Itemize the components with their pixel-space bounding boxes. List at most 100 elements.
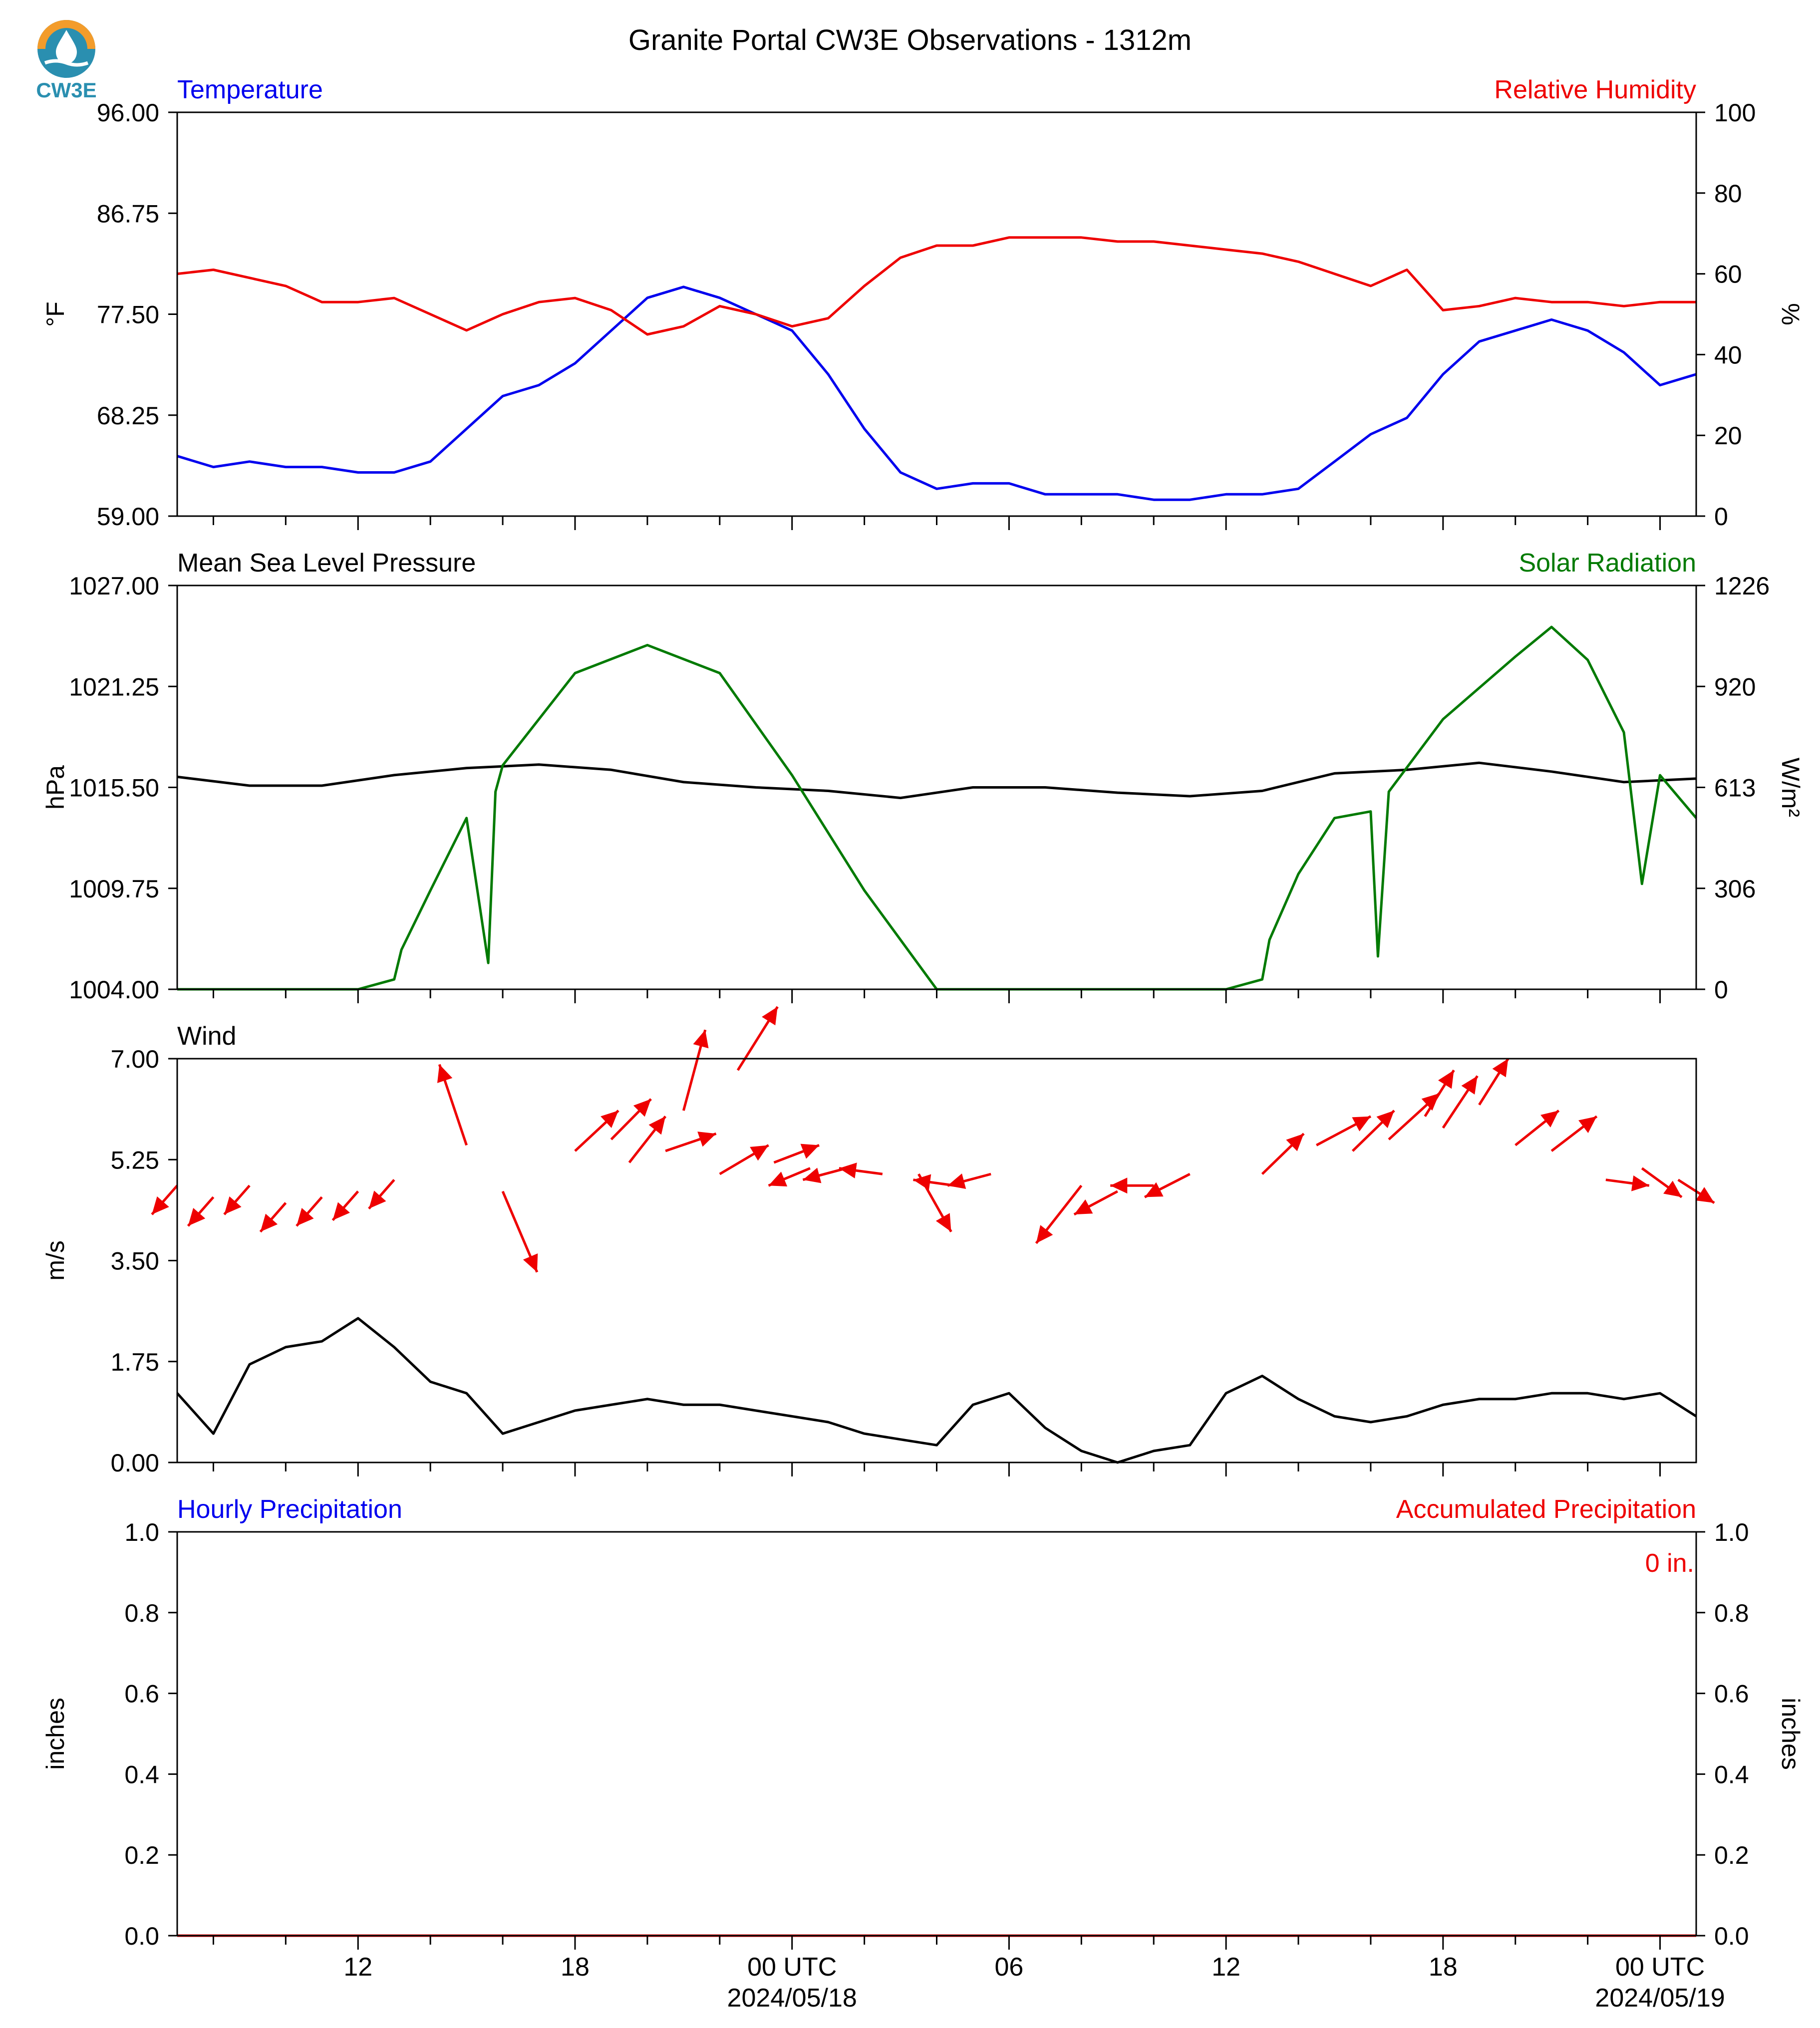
y-tick-label-right: 0.2 bbox=[1714, 1841, 1749, 1869]
wind-arrow-head bbox=[260, 1213, 278, 1232]
wind-arrow-head bbox=[803, 1167, 822, 1183]
wind-arrow-head bbox=[947, 1173, 966, 1189]
wind-arrow-head bbox=[437, 1064, 453, 1083]
wind-arrow-head bbox=[1540, 1111, 1559, 1128]
y-tick-label-right: 1226 bbox=[1714, 572, 1770, 600]
y-tick-label-left: 0.00 bbox=[111, 1449, 159, 1477]
series-temperature bbox=[177, 286, 1697, 501]
y-tick-label-right: 40 bbox=[1714, 341, 1742, 369]
y-tick-label-right: 1.0 bbox=[1714, 1518, 1749, 1546]
wind-arrow-head bbox=[297, 1208, 314, 1226]
y-tick-label-left: 0.4 bbox=[124, 1760, 159, 1788]
y-unit-left: inches bbox=[41, 1698, 69, 1770]
y-tick-label-right: 613 bbox=[1714, 774, 1756, 802]
y-tick-label-left: 0.2 bbox=[124, 1841, 159, 1869]
y-tick-label-left: 1015.50 bbox=[69, 774, 159, 802]
x-tick-label: 12 bbox=[343, 1953, 372, 1982]
panel-title-left: Wind bbox=[177, 1022, 236, 1051]
wind-arrow-head bbox=[1376, 1111, 1395, 1129]
y-tick-label-left: 1004.00 bbox=[69, 976, 159, 1004]
y-unit-right: inches bbox=[1777, 1698, 1805, 1770]
wind-arrow-head bbox=[800, 1144, 820, 1159]
wind-arrows bbox=[151, 1006, 1715, 1273]
wind-arrow-head bbox=[839, 1162, 857, 1178]
wind-arrow-head bbox=[1036, 1225, 1053, 1243]
logo-arc bbox=[37, 20, 95, 49]
y-tick-label-right: 0.4 bbox=[1714, 1760, 1749, 1788]
y-tick-label-right: 0 bbox=[1714, 503, 1728, 531]
wind-arrow-head bbox=[750, 1145, 769, 1161]
y-tick-label-left: 59.00 bbox=[97, 503, 159, 531]
wind-arrow-head bbox=[913, 1174, 931, 1190]
x-tick-label: 00 UTC bbox=[1615, 1953, 1705, 1982]
y-tick-label-left: 68.25 bbox=[97, 402, 159, 430]
y-tick-label-left: 7.00 bbox=[111, 1045, 159, 1073]
y-tick-label-left: 1.75 bbox=[111, 1348, 159, 1376]
y-tick-label-left: 1009.75 bbox=[69, 875, 159, 903]
wind-arrow-head bbox=[1578, 1116, 1597, 1133]
y-tick-label-right: 306 bbox=[1714, 875, 1756, 903]
logo-text: CW3E bbox=[36, 78, 96, 102]
panel-title-left: Mean Sea Level Pressure bbox=[177, 549, 476, 578]
panel-title-right: Solar Radiation bbox=[1518, 549, 1696, 578]
y-tick-label-right: 0.6 bbox=[1714, 1680, 1749, 1708]
y-tick-label-left: 1021.25 bbox=[69, 673, 159, 701]
y-tick-label-left: 0.0 bbox=[124, 1922, 159, 1950]
wind-arrow-head bbox=[601, 1111, 618, 1128]
wind-arrow-head bbox=[693, 1030, 709, 1049]
wind-arrow-head bbox=[697, 1132, 716, 1147]
x-date-label: 2024/05/19 bbox=[1595, 1984, 1725, 2013]
wind-arrow-head bbox=[1286, 1134, 1304, 1152]
y-tick-label-left: 96.00 bbox=[97, 99, 159, 127]
y-unit-right: W/m² bbox=[1777, 758, 1805, 817]
x-tick-label: 06 bbox=[994, 1953, 1023, 1982]
y-tick-label-left: 1027.00 bbox=[69, 572, 159, 600]
wind-arrow-head bbox=[768, 1171, 788, 1186]
wind-arrow-head bbox=[332, 1202, 350, 1220]
y-unit-left: hPa bbox=[41, 765, 69, 810]
wind-arrow-head bbox=[1663, 1180, 1682, 1197]
y-unit-left: m/s bbox=[41, 1240, 69, 1281]
accumulated-annotation: 0 in. bbox=[1645, 1549, 1694, 1578]
wind-arrow-head bbox=[368, 1190, 386, 1209]
wind-arrow-head bbox=[1492, 1059, 1509, 1078]
cw3e-logo: CW3E bbox=[36, 20, 97, 102]
wind-arrow-head bbox=[648, 1116, 666, 1135]
y-unit-left: °F bbox=[41, 301, 69, 327]
figure-title: Granite Portal CW3E Observations - 1312m bbox=[628, 24, 1192, 56]
series-relative-humidity bbox=[177, 236, 1696, 336]
panel-title-right: Accumulated Precipitation bbox=[1396, 1495, 1696, 1524]
wind-arrow-head bbox=[935, 1213, 951, 1232]
y-tick-label-left: 0.6 bbox=[124, 1680, 159, 1708]
logo-wave bbox=[44, 59, 89, 67]
y-tick-label-left: 5.25 bbox=[111, 1146, 159, 1174]
y-tick-label-left: 86.75 bbox=[97, 200, 159, 228]
panel-temp-rh: 96.00 86.75 77.50 68.25 59.00 100 80 60 40 20 0 Tem… bbox=[41, 75, 1805, 531]
panel-title-left: Hourly Precipitation bbox=[177, 1495, 402, 1524]
y-tick-label-right: 920 bbox=[1714, 673, 1756, 701]
series-wind-speed bbox=[176, 1317, 1697, 1464]
wind-arrow-head bbox=[1461, 1076, 1478, 1095]
y-tick-label-right: 0.0 bbox=[1714, 1922, 1749, 1950]
wind-arrow-head bbox=[1631, 1175, 1649, 1191]
y-tick-label-left: 0.8 bbox=[124, 1599, 159, 1627]
panel-wind: 7.00 5.25 3.50 1.75 0.00 Wind m/s bbox=[41, 1006, 1715, 1477]
panels-container: 96.00 86.75 77.50 68.25 59.00 100 80 60 40 20 0 Tem… bbox=[41, 75, 1805, 1950]
y-unit-right: % bbox=[1777, 303, 1805, 325]
panel-precip: 1.0 0.8 0.6 0.4 0.2 0.0 1.0 0.8 0.6 0.4 0.2 0.0 Hour… bbox=[41, 1495, 1805, 1950]
wind-arrow-head bbox=[188, 1208, 206, 1226]
y-tick-label-left: 77.50 bbox=[97, 301, 159, 329]
y-tick-label-left: 1.0 bbox=[124, 1518, 159, 1546]
wind-arrow-head bbox=[152, 1196, 169, 1215]
y-tick-label-right: 80 bbox=[1714, 180, 1742, 208]
x-tick-label: 00 UTC bbox=[747, 1953, 837, 1982]
wind-arrow-head bbox=[523, 1253, 538, 1272]
panel-title-right: Relative Humidity bbox=[1494, 75, 1696, 104]
x-date-label: 2024/05/18 bbox=[727, 1984, 857, 2013]
y-tick-label-right: 20 bbox=[1714, 422, 1742, 450]
wind-arrow-head bbox=[762, 1006, 778, 1026]
wind-arrow-head bbox=[1695, 1187, 1715, 1203]
panel-title-left: Temperature bbox=[177, 75, 323, 104]
